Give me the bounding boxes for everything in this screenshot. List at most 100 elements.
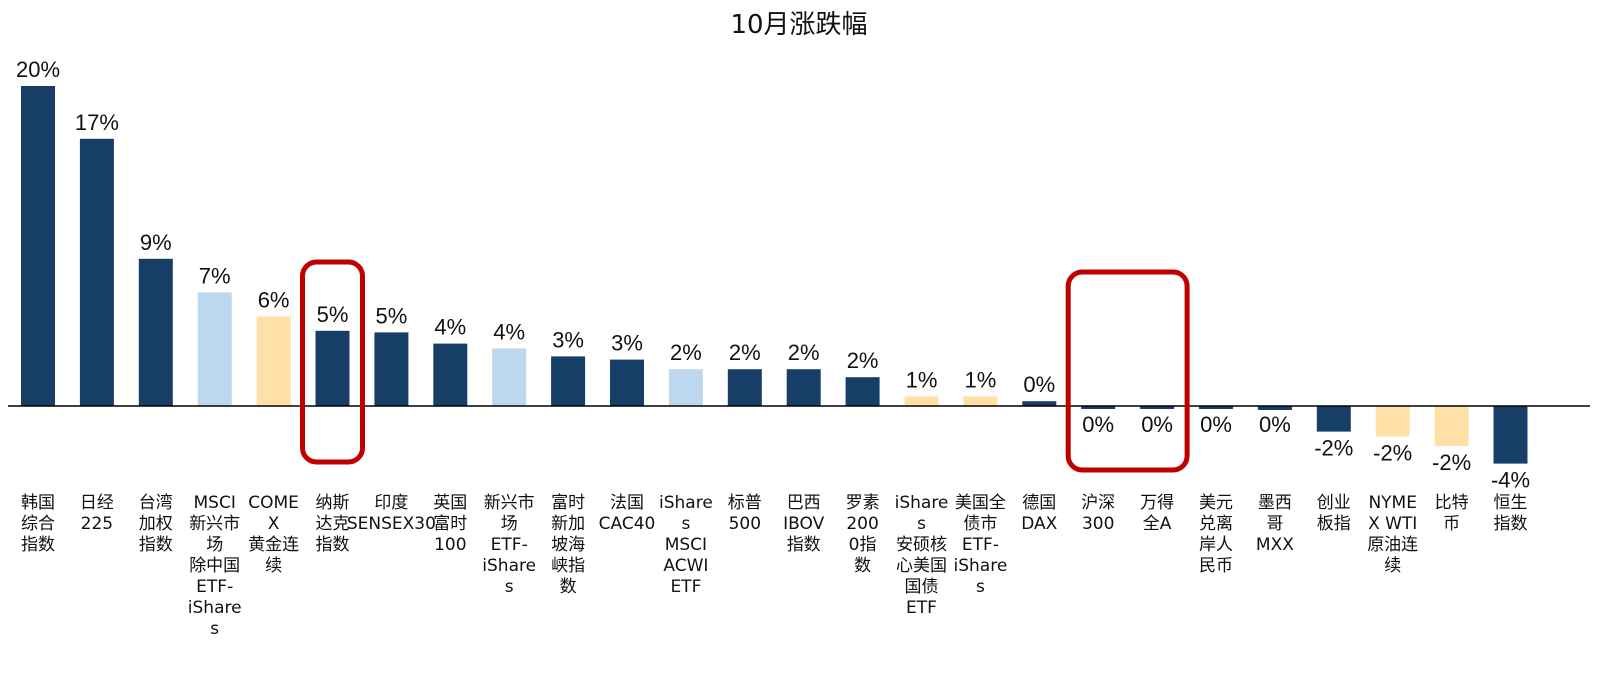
bar-16 [904, 396, 939, 406]
category-label-line: 富时 [433, 514, 467, 534]
category-label-11: 法国 CAC40 [599, 493, 656, 534]
category-label-8: 英国富时 100 [433, 493, 467, 555]
category-label-line: 场 [501, 514, 518, 534]
category-label-line: 100 [434, 535, 466, 555]
category-label-20: 万得全A [1140, 493, 1174, 534]
value-label-21: 0% [1200, 412, 1232, 437]
category-label-line: 英国 [433, 493, 467, 513]
value-label-13: 2% [729, 340, 761, 365]
bar-2 [79, 138, 114, 407]
category-label-line: 指数 [139, 535, 173, 555]
category-label-line: iShare [954, 556, 1008, 576]
bar-8 [433, 343, 468, 406]
category-label-line: 币 [1443, 514, 1460, 534]
category-label-line: 新兴市 [484, 493, 535, 513]
value-label-4: 7% [199, 263, 231, 288]
category-label-line: 续 [1384, 556, 1401, 576]
category-label-16: iShare s 安硕核心美国国债 ETF [895, 493, 949, 618]
bar-17 [963, 396, 998, 406]
category-label-line: 综合 [21, 514, 55, 534]
bar-24 [1375, 406, 1410, 437]
category-label-line: 富时 [551, 493, 585, 513]
category-label-line: 墨西 [1258, 493, 1292, 513]
category-label-line: 指数 [21, 535, 55, 555]
category-label-line: 恒生 [1494, 493, 1528, 513]
category-label-line: ETF [670, 577, 701, 597]
category-label-line: 新兴市 [189, 514, 240, 534]
chart-title: 10月涨跌幅 [730, 10, 868, 40]
category-label-line: MXX [1256, 535, 1294, 555]
value-label-15: 2% [847, 348, 879, 373]
bar-20 [1140, 406, 1175, 409]
category-label-line: NYME [1368, 493, 1417, 513]
category-label-line: ETF- [196, 577, 233, 597]
bar-4 [197, 292, 232, 406]
category-label-line: 续 [265, 556, 282, 576]
category-label-7: 印度 SENSEX30 [347, 493, 436, 534]
value-label-19: 0% [1082, 412, 1114, 437]
category-label-line: 场 [206, 535, 223, 555]
category-label-line: 德国 [1022, 493, 1056, 513]
value-label-11: 3% [611, 331, 643, 356]
bar-21 [1199, 406, 1233, 409]
category-label-17: 美国全债市 ETF-iShare s [954, 493, 1008, 597]
bar-22 [1257, 406, 1292, 410]
value-label-18: 0% [1023, 372, 1055, 397]
category-label-line: DAX [1021, 514, 1057, 534]
category-label-line: X [268, 514, 280, 534]
category-label-line: 创业 [1317, 493, 1351, 513]
category-label-19: 沪深 300 [1081, 493, 1115, 534]
value-label-6: 5% [317, 302, 349, 327]
value-label-17: 1% [965, 367, 997, 392]
category-label-line: 黄金连 [248, 535, 299, 555]
bar-15 [845, 377, 880, 406]
value-label-3: 9% [140, 230, 172, 255]
bar-5 [256, 316, 291, 406]
category-label-line: 指数 [1494, 514, 1528, 534]
value-label-20: 0% [1141, 412, 1173, 437]
category-label-line: 数 [560, 577, 577, 597]
category-label-3: 台湾加权指数 [139, 493, 173, 555]
category-label-line: 达克 [316, 514, 350, 534]
category-label-line: 万得 [1140, 493, 1174, 513]
category-label-line: 韩国 [21, 493, 55, 513]
bar-3 [138, 258, 173, 406]
value-label-25: -2% [1432, 450, 1471, 475]
bar-23 [1316, 406, 1351, 432]
value-label-5: 6% [258, 287, 290, 312]
category-label-line: MSCI [665, 535, 707, 555]
category-label-line: s [210, 619, 219, 639]
category-label-26: 恒生指数 [1494, 493, 1528, 534]
category-label-12: iShare s MSCI ACWI ETF [659, 493, 713, 597]
value-label-24: -2% [1373, 440, 1412, 465]
bar-9 [492, 348, 527, 406]
category-label-line: 纳斯 [316, 493, 350, 513]
category-label-line: 罗素 [846, 493, 880, 513]
category-label-line: COME [248, 493, 299, 513]
highlight-box-nasdaq [300, 259, 365, 465]
category-label-line: CAC40 [599, 514, 656, 534]
category-label-line: X WTI [1368, 514, 1417, 534]
category-label-line: 坡海 [551, 535, 585, 555]
category-label-line: iShare [188, 598, 242, 618]
value-label-2: 17% [75, 110, 119, 135]
category-label-line: MSCI [194, 493, 236, 513]
category-label-line: 比特 [1435, 493, 1469, 513]
bar-10 [551, 356, 586, 406]
category-label-line: 加权 [139, 514, 173, 534]
highlight-box-a-shares [1065, 269, 1190, 473]
value-label-14: 2% [788, 340, 820, 365]
category-label-line: 沪深 [1081, 493, 1115, 513]
category-label-line: ACWI [663, 556, 708, 576]
value-labels-layer: 20% 17% 9% 7% 6% 5% 5% 4% 4% 3% 3% 2% 2% 2% 2% 1% 1% 0% 0%… [16, 57, 1530, 493]
category-label-5: COME X 黄金连续 [248, 493, 299, 576]
category-label-line: 新加 [551, 514, 585, 534]
bars-layer [21, 86, 1528, 464]
highlight-layer [300, 259, 1190, 473]
category-label-line: 全A [1143, 514, 1172, 534]
category-label-line: 巴西 [787, 493, 821, 513]
category-label-line: 数 [854, 556, 871, 576]
category-label-line: 225 [81, 514, 113, 534]
